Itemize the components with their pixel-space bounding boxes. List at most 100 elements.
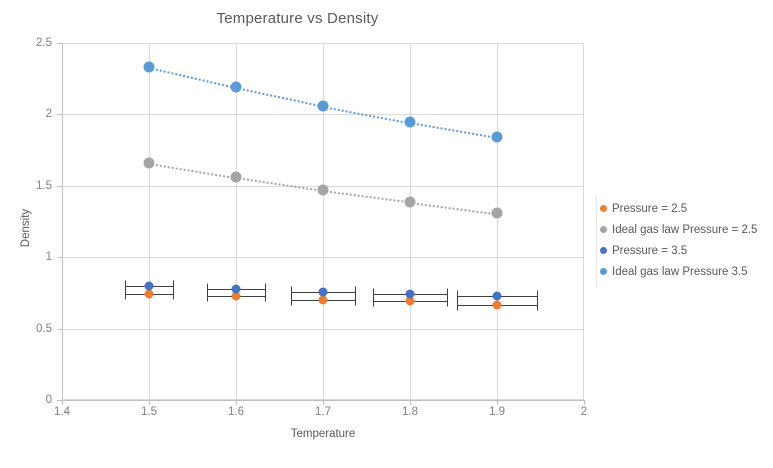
y-tick-label-wrap: 0	[0, 394, 52, 412]
data-point	[317, 100, 329, 112]
data-point	[231, 291, 241, 301]
error-bar-cap	[456, 290, 458, 302]
legend-item[interactable]: Ideal gas law Pressure 3.5	[600, 261, 773, 282]
error-bar-cap	[264, 290, 266, 302]
x-tick-label: 1.8	[402, 406, 418, 418]
error-bar-cap	[355, 294, 357, 306]
legend-marker-icon	[600, 205, 607, 212]
data-point	[405, 289, 415, 299]
error-bar-cap	[373, 295, 375, 307]
legend-marker-icon	[600, 268, 607, 275]
error-bar-cap	[456, 299, 458, 311]
data-point	[492, 300, 502, 310]
gridline-vertical	[323, 44, 324, 399]
legend-item[interactable]: Ideal gas law Pressure = 2.5	[600, 219, 773, 240]
y-tick-label-wrap: 2	[0, 108, 52, 126]
error-bar-cap	[373, 288, 375, 300]
error-bar-cap	[290, 286, 292, 298]
data-point	[491, 207, 503, 219]
y-tick-label-wrap: 1	[0, 251, 52, 269]
gridline-vertical	[236, 44, 237, 399]
error-bar-cap	[173, 280, 175, 292]
data-point	[230, 171, 242, 183]
error-bar-cap	[537, 290, 539, 302]
data-point	[404, 196, 416, 207]
y-tick-label-wrap: 2.5	[0, 37, 52, 55]
y-tick-label: 1	[45, 251, 52, 264]
legend-item-label: Ideal gas law Pressure = 2.5	[612, 223, 758, 236]
y-tick-label-wrap: 0.5	[0, 323, 52, 341]
error-bar-cap	[264, 283, 266, 295]
chart-legend: Pressure = 2.5 Ideal gas law Pressure = 2…	[600, 198, 773, 282]
y-tick-mark	[57, 257, 62, 259]
x-tick-label: 2	[580, 406, 588, 418]
gridline-vertical	[149, 44, 150, 399]
legend-item-label: Ideal gas law Pressure 3.5	[612, 265, 748, 278]
gridline-horizontal	[63, 328, 583, 330]
y-tick-label: 1.5	[36, 179, 52, 192]
legend-marker-icon	[600, 226, 607, 233]
gridline-horizontal	[63, 257, 583, 259]
x-tick-mark	[62, 400, 63, 405]
legend-item-label: Pressure = 2.5	[612, 202, 688, 215]
error-bar-cap	[446, 295, 448, 307]
x-tick-mark	[410, 400, 411, 405]
plot-area	[62, 43, 584, 400]
x-axis-title: Temperature	[290, 428, 356, 440]
gridline-horizontal	[63, 114, 583, 116]
error-bar-cap	[355, 286, 357, 298]
legend-item[interactable]: Pressure = 3.5	[600, 240, 773, 261]
y-tick-label-wrap: 1.5	[0, 180, 52, 198]
data-point	[492, 291, 502, 301]
y-tick-mark	[57, 328, 62, 330]
x-tick-label: 1.4	[54, 406, 70, 418]
data-point	[231, 284, 241, 294]
legend-item-label: Pressure = 3.5	[612, 244, 688, 257]
x-tick-mark	[497, 400, 498, 405]
error-bar-cap	[537, 299, 539, 311]
x-tick-mark	[323, 400, 324, 405]
gridline-vertical	[497, 44, 498, 399]
legend-marker-icon	[600, 247, 607, 254]
y-tick-mark	[57, 114, 62, 116]
y-tick-label: 2.5	[36, 37, 52, 49]
y-tick-label: 0	[45, 394, 52, 406]
y-tick-label: 0.5	[36, 322, 52, 335]
error-bar-cap	[124, 288, 126, 300]
data-point	[143, 61, 155, 73]
error-bar-cap	[290, 294, 292, 306]
data-point	[143, 157, 155, 169]
data-point	[405, 296, 415, 306]
data-point	[318, 287, 328, 297]
data-point	[230, 81, 242, 93]
data-point	[404, 116, 416, 128]
error-bar-cap	[173, 288, 175, 300]
data-point	[491, 131, 503, 143]
data-point	[144, 281, 154, 291]
x-tick-label: 1.6	[228, 406, 244, 418]
y-tick-mark	[57, 400, 62, 401]
error-bar-cap	[124, 280, 126, 292]
x-tick-mark	[584, 400, 585, 405]
x-tick-label: 1.5	[141, 406, 157, 418]
gridline-vertical	[410, 44, 411, 399]
x-tick-label: 1.9	[489, 406, 505, 418]
y-axis-title: Density	[20, 208, 32, 248]
x-tick-label: 1.7	[315, 406, 331, 418]
x-tick-mark	[236, 400, 237, 405]
error-bar-cap	[207, 283, 209, 295]
error-bar-cap	[207, 290, 209, 302]
y-tick-mark	[57, 185, 62, 187]
y-axis-line	[62, 43, 63, 401]
error-bar-cap	[446, 288, 448, 300]
data-point	[317, 184, 329, 196]
y-tick-label: 2	[45, 108, 52, 121]
y-tick-mark	[57, 43, 62, 44]
data-point	[144, 289, 154, 299]
x-tick-mark	[149, 400, 150, 405]
data-point	[318, 295, 328, 305]
chart-title: Temperature vs Density	[216, 10, 379, 27]
legend-item[interactable]: Pressure = 2.5	[600, 198, 773, 219]
legend-divider	[596, 196, 597, 288]
